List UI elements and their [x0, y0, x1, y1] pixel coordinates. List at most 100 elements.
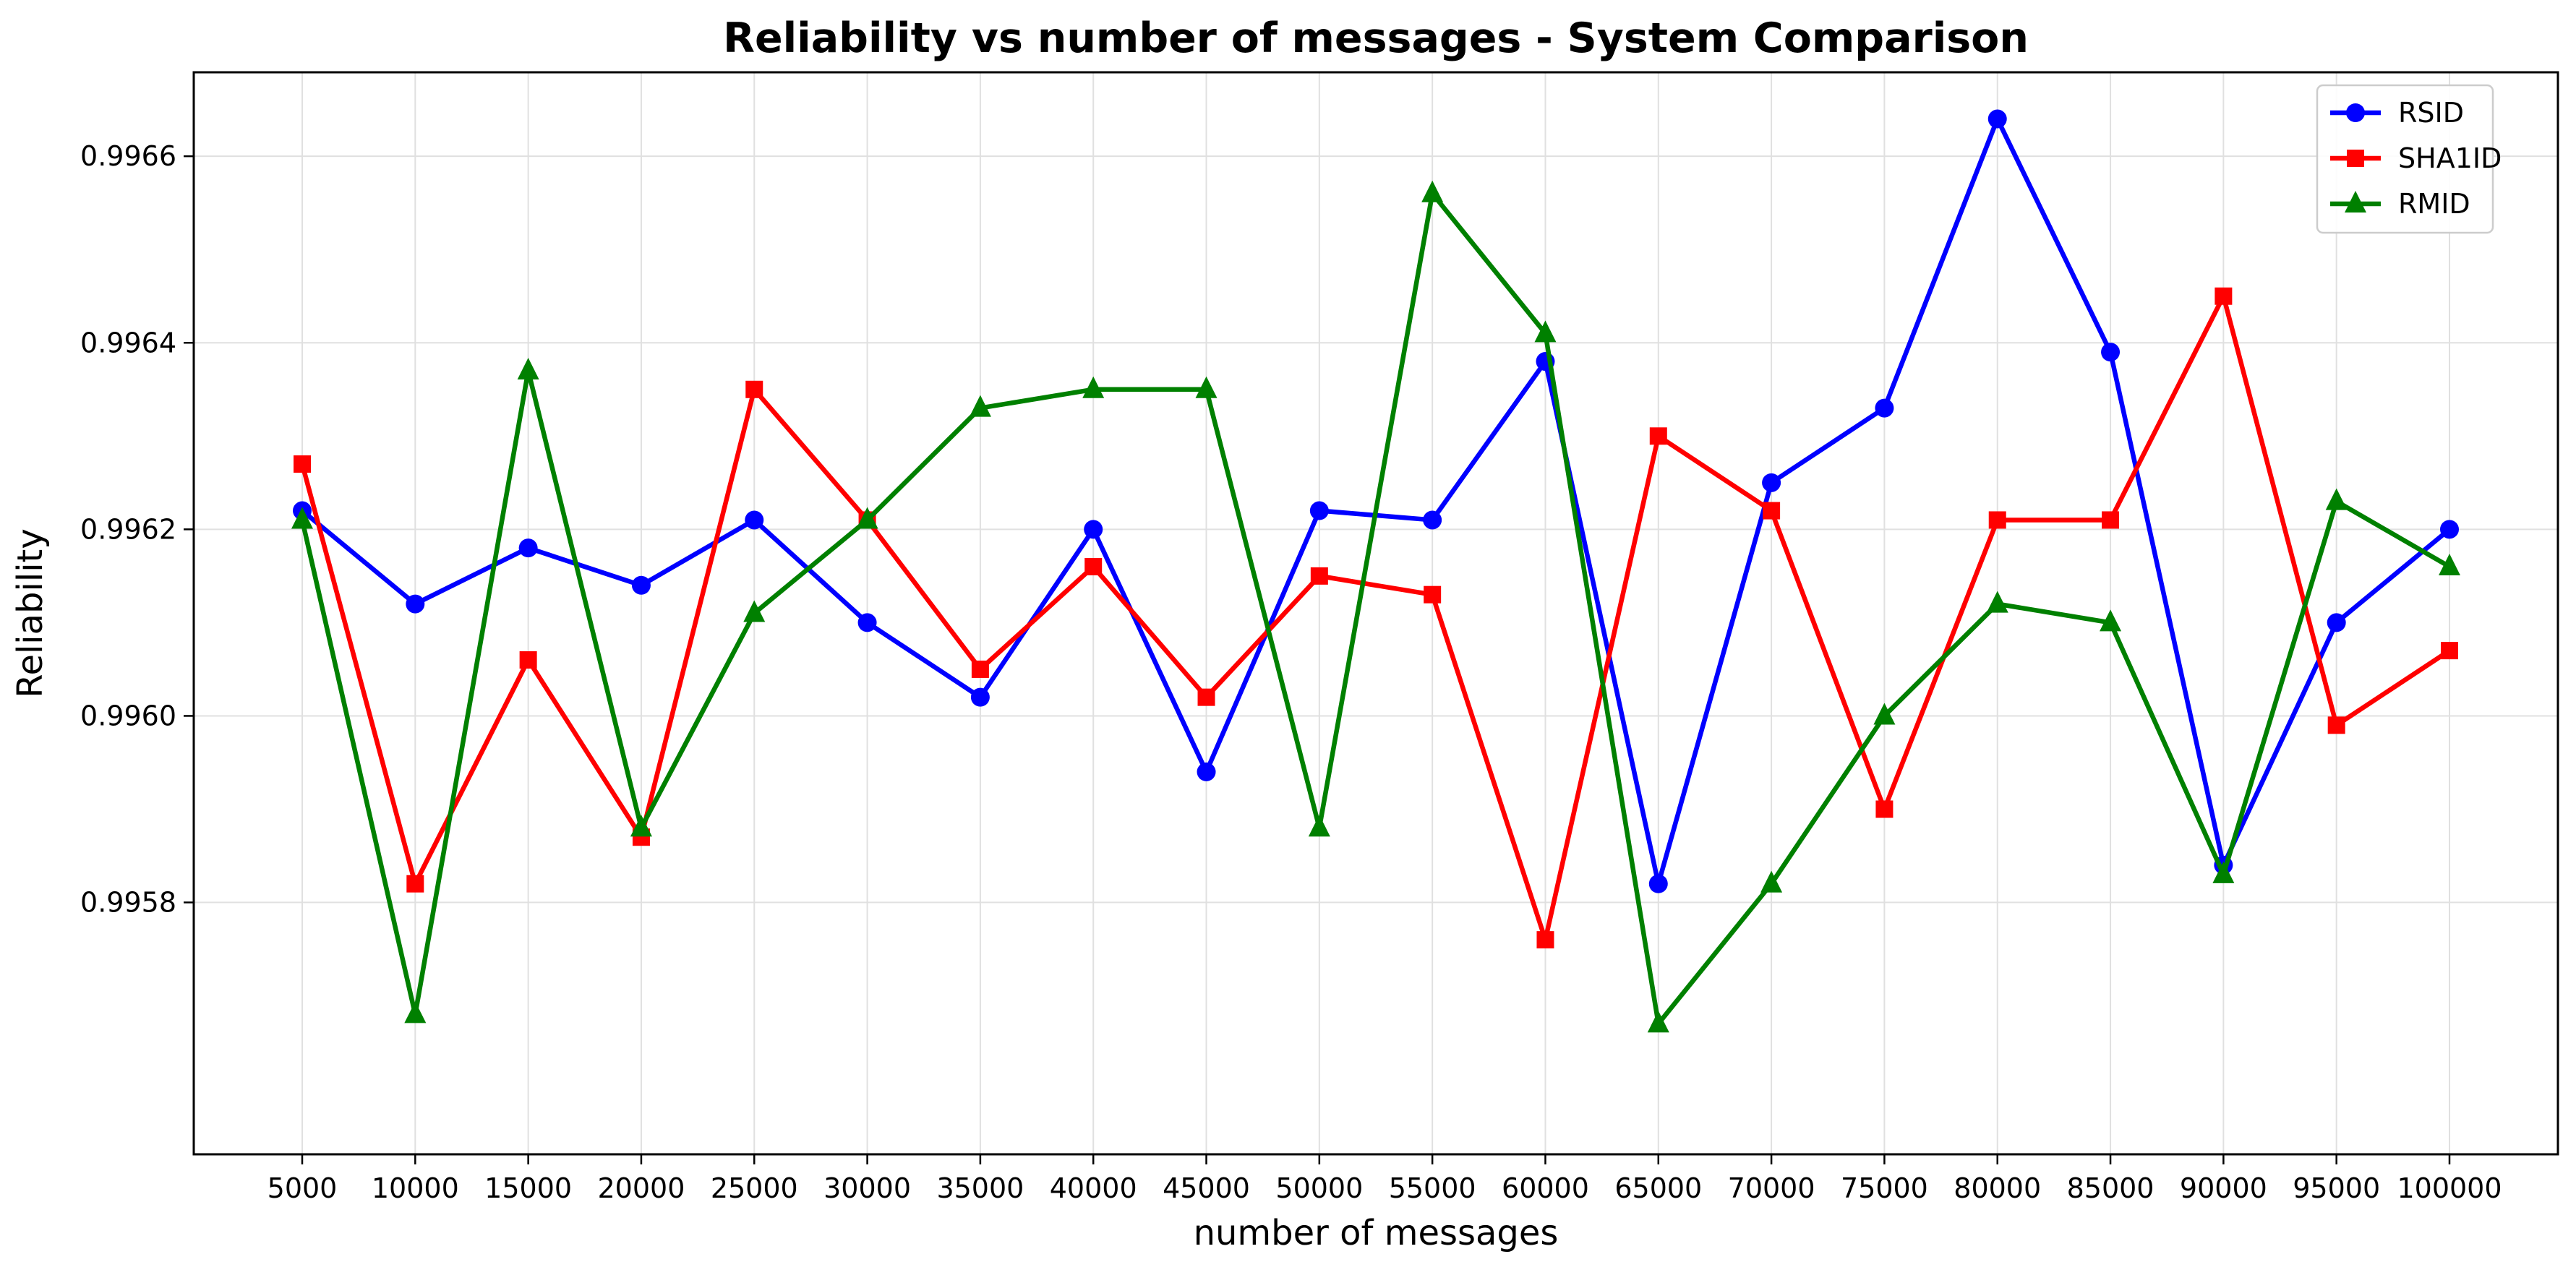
data-point-rmid [404, 1001, 427, 1023]
legend-marker-rmid [2345, 191, 2366, 212]
plot-area-frame [192, 71, 2559, 1156]
legend-item-rsid: RSID [2330, 97, 2464, 129]
x-tick-label: 5000 [268, 1172, 338, 1204]
data-point-rsid [1423, 510, 1442, 530]
data-point-rmid [1760, 870, 1783, 893]
data-point-rsid [2327, 613, 2346, 632]
data-point-sha1id [2327, 716, 2345, 734]
data-point-rmid [517, 357, 539, 379]
data-point-rsid [1987, 109, 2007, 129]
x-tick-label: 15000 [484, 1172, 572, 1204]
data-point-rsid [2440, 520, 2459, 539]
x-tick-label: 75000 [1841, 1172, 1928, 1204]
legend: RSID SHA1ID RMID [2316, 84, 2502, 234]
x-axis-label: number of messages [1194, 1213, 1559, 1253]
legend-label-rmid: RMID [2398, 188, 2470, 220]
legend-label-rsid: RSID [2398, 97, 2464, 129]
y-tick-label: 0.9960 [80, 700, 176, 731]
data-point-rmid [1421, 180, 1444, 202]
x-tick-label: 40000 [1050, 1172, 1137, 1204]
x-tick-label: 70000 [1728, 1172, 1815, 1204]
x-tick-label: 100000 [2397, 1172, 2502, 1204]
legend-label-sha1id: SHA1ID [2398, 142, 2502, 174]
data-point-sha1id [2102, 511, 2120, 529]
x-tick-label: 35000 [936, 1172, 1024, 1204]
axes: 5000 10000 15000 20000 25000 30000 35000 40000 4… [80, 140, 2502, 1204]
data-point-sha1id [1536, 931, 1554, 949]
grid [194, 72, 2558, 1154]
data-point-sha1id [1310, 567, 1328, 585]
data-point-sha1id [294, 455, 311, 473]
series-line-sha1id [299, 293, 2452, 943]
data-point-rmid [969, 395, 991, 417]
data-point-rsid [1197, 762, 1216, 781]
data-point-rsid [857, 613, 877, 632]
legend-item-rmid: RMID [2330, 188, 2470, 220]
legend-marker-sha1id [2347, 150, 2364, 167]
data-point-sha1id [406, 875, 424, 893]
x-tick-label: 25000 [711, 1172, 798, 1204]
x-tick-label: 95000 [2293, 1172, 2380, 1204]
data-point-rsid [518, 538, 538, 558]
data-point-rsid [2101, 343, 2121, 362]
y-tick-label: 0.9964 [80, 327, 176, 359]
x-tick-label: 60000 [1502, 1172, 1589, 1204]
data-point-rsid [745, 510, 764, 530]
data-point-sha1id [745, 380, 763, 398]
y-axis-label: Reliability [10, 528, 51, 698]
data-point-rsid [631, 575, 651, 595]
data-point-sha1id [1197, 688, 1215, 706]
data-point-rmid [2212, 861, 2235, 883]
data-point-sha1id [2215, 287, 2233, 305]
x-tick-label: 50000 [1275, 1172, 1363, 1204]
legend-item-sha1id: SHA1ID [2330, 142, 2502, 174]
data-point-sha1id [1763, 502, 1781, 520]
data-point-rmid [2325, 488, 2348, 510]
data-point-sha1id [1988, 511, 2006, 529]
chart-title: Reliability vs number of messages - Syst… [723, 14, 2029, 62]
x-tick-label: 30000 [823, 1172, 911, 1204]
data-point-rmid [1308, 815, 1330, 837]
x-tick-label: 90000 [2180, 1172, 2267, 1204]
data-point-rmid [1082, 376, 1105, 398]
data-point-rmid [1534, 320, 1557, 343]
data-point-rmid [2100, 609, 2122, 632]
data-point-rmid [1986, 591, 2008, 613]
legend-marker-rsid [2346, 103, 2365, 122]
data-point-rmid [856, 507, 878, 529]
series-rmid [291, 180, 2460, 1033]
x-tick-label: 45000 [1163, 1172, 1250, 1204]
y-tick-label: 0.9966 [80, 140, 176, 172]
data-point-rmid [2439, 553, 2460, 575]
data-point-rmid [291, 507, 313, 529]
x-tick-label: 65000 [1614, 1172, 1702, 1204]
data-point-rsid [1648, 874, 1668, 893]
series-sha1id [294, 287, 2458, 949]
x-tick-label: 85000 [2067, 1172, 2154, 1204]
data-point-sha1id [519, 651, 537, 669]
data-point-rmid [630, 815, 652, 837]
data-point-sha1id [1084, 557, 1103, 575]
data-point-rsid [406, 594, 425, 614]
data-point-rsid [970, 687, 990, 707]
series-group [291, 109, 2460, 1033]
x-tick-label: 55000 [1389, 1172, 1476, 1204]
data-point-rsid [1084, 520, 1103, 539]
x-tick-label: 80000 [1954, 1172, 2041, 1204]
y-tick-label: 0.9958 [80, 887, 176, 919]
data-point-rmid [1647, 1010, 1669, 1033]
y-tick-label: 0.9962 [80, 513, 176, 545]
data-point-rmid [1873, 703, 1896, 725]
data-point-rsid [1762, 473, 1781, 492]
data-point-sha1id [1649, 427, 1667, 445]
legend-box [2316, 84, 2494, 234]
data-point-sha1id [1424, 585, 1442, 604]
data-point-sha1id [1875, 800, 1894, 818]
data-point-rmid [743, 600, 766, 622]
x-tick-label: 20000 [598, 1172, 685, 1204]
x-tick-label: 10000 [372, 1172, 459, 1204]
data-point-rmid [1195, 376, 1218, 398]
